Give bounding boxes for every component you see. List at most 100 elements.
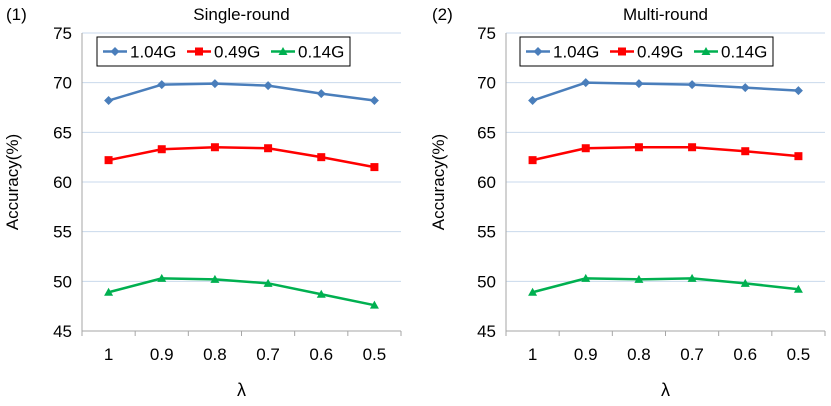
data-point: [581, 273, 591, 282]
legend-marker: [110, 47, 120, 56]
data-point: [316, 289, 326, 298]
chart-panel-2: 45 50 55 60 65 70 75 1 0.9 0.8 0.7 0.6 0.5 (2) Multi-r…: [429, 5, 826, 400]
legend-box: [96, 36, 351, 67]
y-tick-label: 60: [477, 173, 496, 192]
data-point: [740, 83, 750, 93]
legend-marker: [195, 47, 203, 56]
data-point: [369, 300, 379, 309]
series-line: [532, 277, 799, 294]
x-tick-label: 0.8: [203, 345, 227, 364]
data-point: [528, 287, 538, 296]
x-axis-label: λ: [661, 380, 670, 400]
x-tick-label: 0.6: [733, 345, 757, 364]
data-point: [369, 96, 379, 106]
legend-marker: [618, 47, 626, 56]
x-tick-label: 0.7: [680, 345, 704, 364]
data-point: [528, 96, 538, 106]
data-point: [741, 147, 750, 156]
chart-title: Multi-round: [623, 5, 708, 24]
data-point: [104, 156, 113, 165]
y-axis-label: Accuracy(%): [3, 134, 22, 230]
data-point: [157, 80, 167, 90]
y-tick-label: 55: [53, 223, 72, 242]
data-point: [794, 152, 803, 161]
legend-box: [519, 36, 774, 67]
data-point: [687, 273, 697, 282]
y-tick-label: 70: [477, 74, 496, 93]
series-0.49G: [528, 143, 803, 165]
data-point: [634, 274, 644, 283]
series-0.14G: [528, 273, 803, 296]
x-tick-label: 0.5: [787, 345, 811, 364]
data-point: [634, 143, 643, 152]
data-point: [316, 89, 326, 99]
chart-title: Single-round: [193, 5, 289, 24]
series-line: [532, 145, 799, 162]
x-tick-label: 0.9: [150, 345, 174, 364]
legend-marker: [533, 47, 543, 56]
series-line: [532, 81, 799, 102]
x-tick-label: 0.9: [574, 345, 598, 364]
data-point: [581, 78, 591, 88]
x-tick-label: 1: [104, 345, 113, 364]
legend: 1.04G 0.49G 0.14G: [96, 36, 351, 67]
data-point: [263, 81, 273, 91]
legend-marker: [701, 47, 711, 55]
legend-marker: [278, 47, 288, 55]
legend-label: 0.49G: [637, 43, 683, 62]
panel-label: (2): [432, 5, 453, 24]
legend-label: 0.49G: [214, 43, 260, 62]
data-point: [687, 80, 697, 90]
series-0.49G: [104, 143, 379, 172]
legend-label: 0.14G: [298, 43, 344, 62]
x-axis-label: λ: [237, 380, 246, 400]
data-point: [104, 287, 114, 296]
legend-label: 1.04G: [130, 43, 176, 62]
y-tick-label: 65: [477, 123, 496, 142]
y-tick-label: 70: [53, 74, 72, 93]
data-point: [581, 144, 590, 153]
data-point: [104, 96, 114, 106]
x-tick-label: 0.8: [627, 345, 651, 364]
y-tick-label: 75: [477, 24, 496, 43]
data-point: [210, 79, 220, 89]
data-point: [210, 143, 219, 152]
data-point: [157, 145, 166, 154]
data-point: [157, 273, 167, 282]
data-point: [528, 156, 537, 165]
y-axis-label: Accuracy(%): [429, 134, 448, 230]
series-line: [108, 277, 375, 307]
data-point: [634, 79, 644, 89]
series-1.04G: [528, 78, 803, 106]
series-1.04G: [104, 79, 379, 106]
y-tick-label: 65: [53, 123, 72, 142]
series-line: [108, 82, 375, 102]
y-tick-label: 45: [53, 322, 72, 341]
data-point: [264, 144, 273, 153]
data-point: [317, 153, 326, 162]
x-tick-label: 0.7: [256, 345, 280, 364]
x-tick-label: 0.5: [363, 345, 387, 364]
data-point: [793, 86, 803, 96]
y-tick-label: 50: [477, 272, 496, 291]
data-point: [740, 278, 750, 287]
x-tick-label: 0.6: [309, 345, 333, 364]
x-tick-label: 1: [528, 345, 537, 364]
data-point: [263, 278, 273, 287]
y-tick-label: 60: [53, 173, 72, 192]
y-tick-label: 50: [53, 272, 72, 291]
y-tick-label: 55: [477, 223, 496, 242]
chart-panel-1: 45 50 55 60 65 70 75 1 0.9 0.8 0.7 0.6 0.5 (1) Single-…: [3, 5, 402, 400]
series-line: [108, 145, 375, 169]
data-point: [688, 143, 697, 152]
series-0.14G: [104, 273, 379, 309]
data-point: [793, 284, 803, 293]
legend: 1.04G 0.49G 0.14G: [519, 36, 774, 67]
data-point: [210, 274, 220, 283]
legend-label: 0.14G: [721, 43, 767, 62]
y-tick-label: 45: [477, 322, 496, 341]
data-point: [370, 163, 379, 172]
legend-label: 1.04G: [553, 43, 599, 62]
y-tick-label: 75: [53, 24, 72, 43]
